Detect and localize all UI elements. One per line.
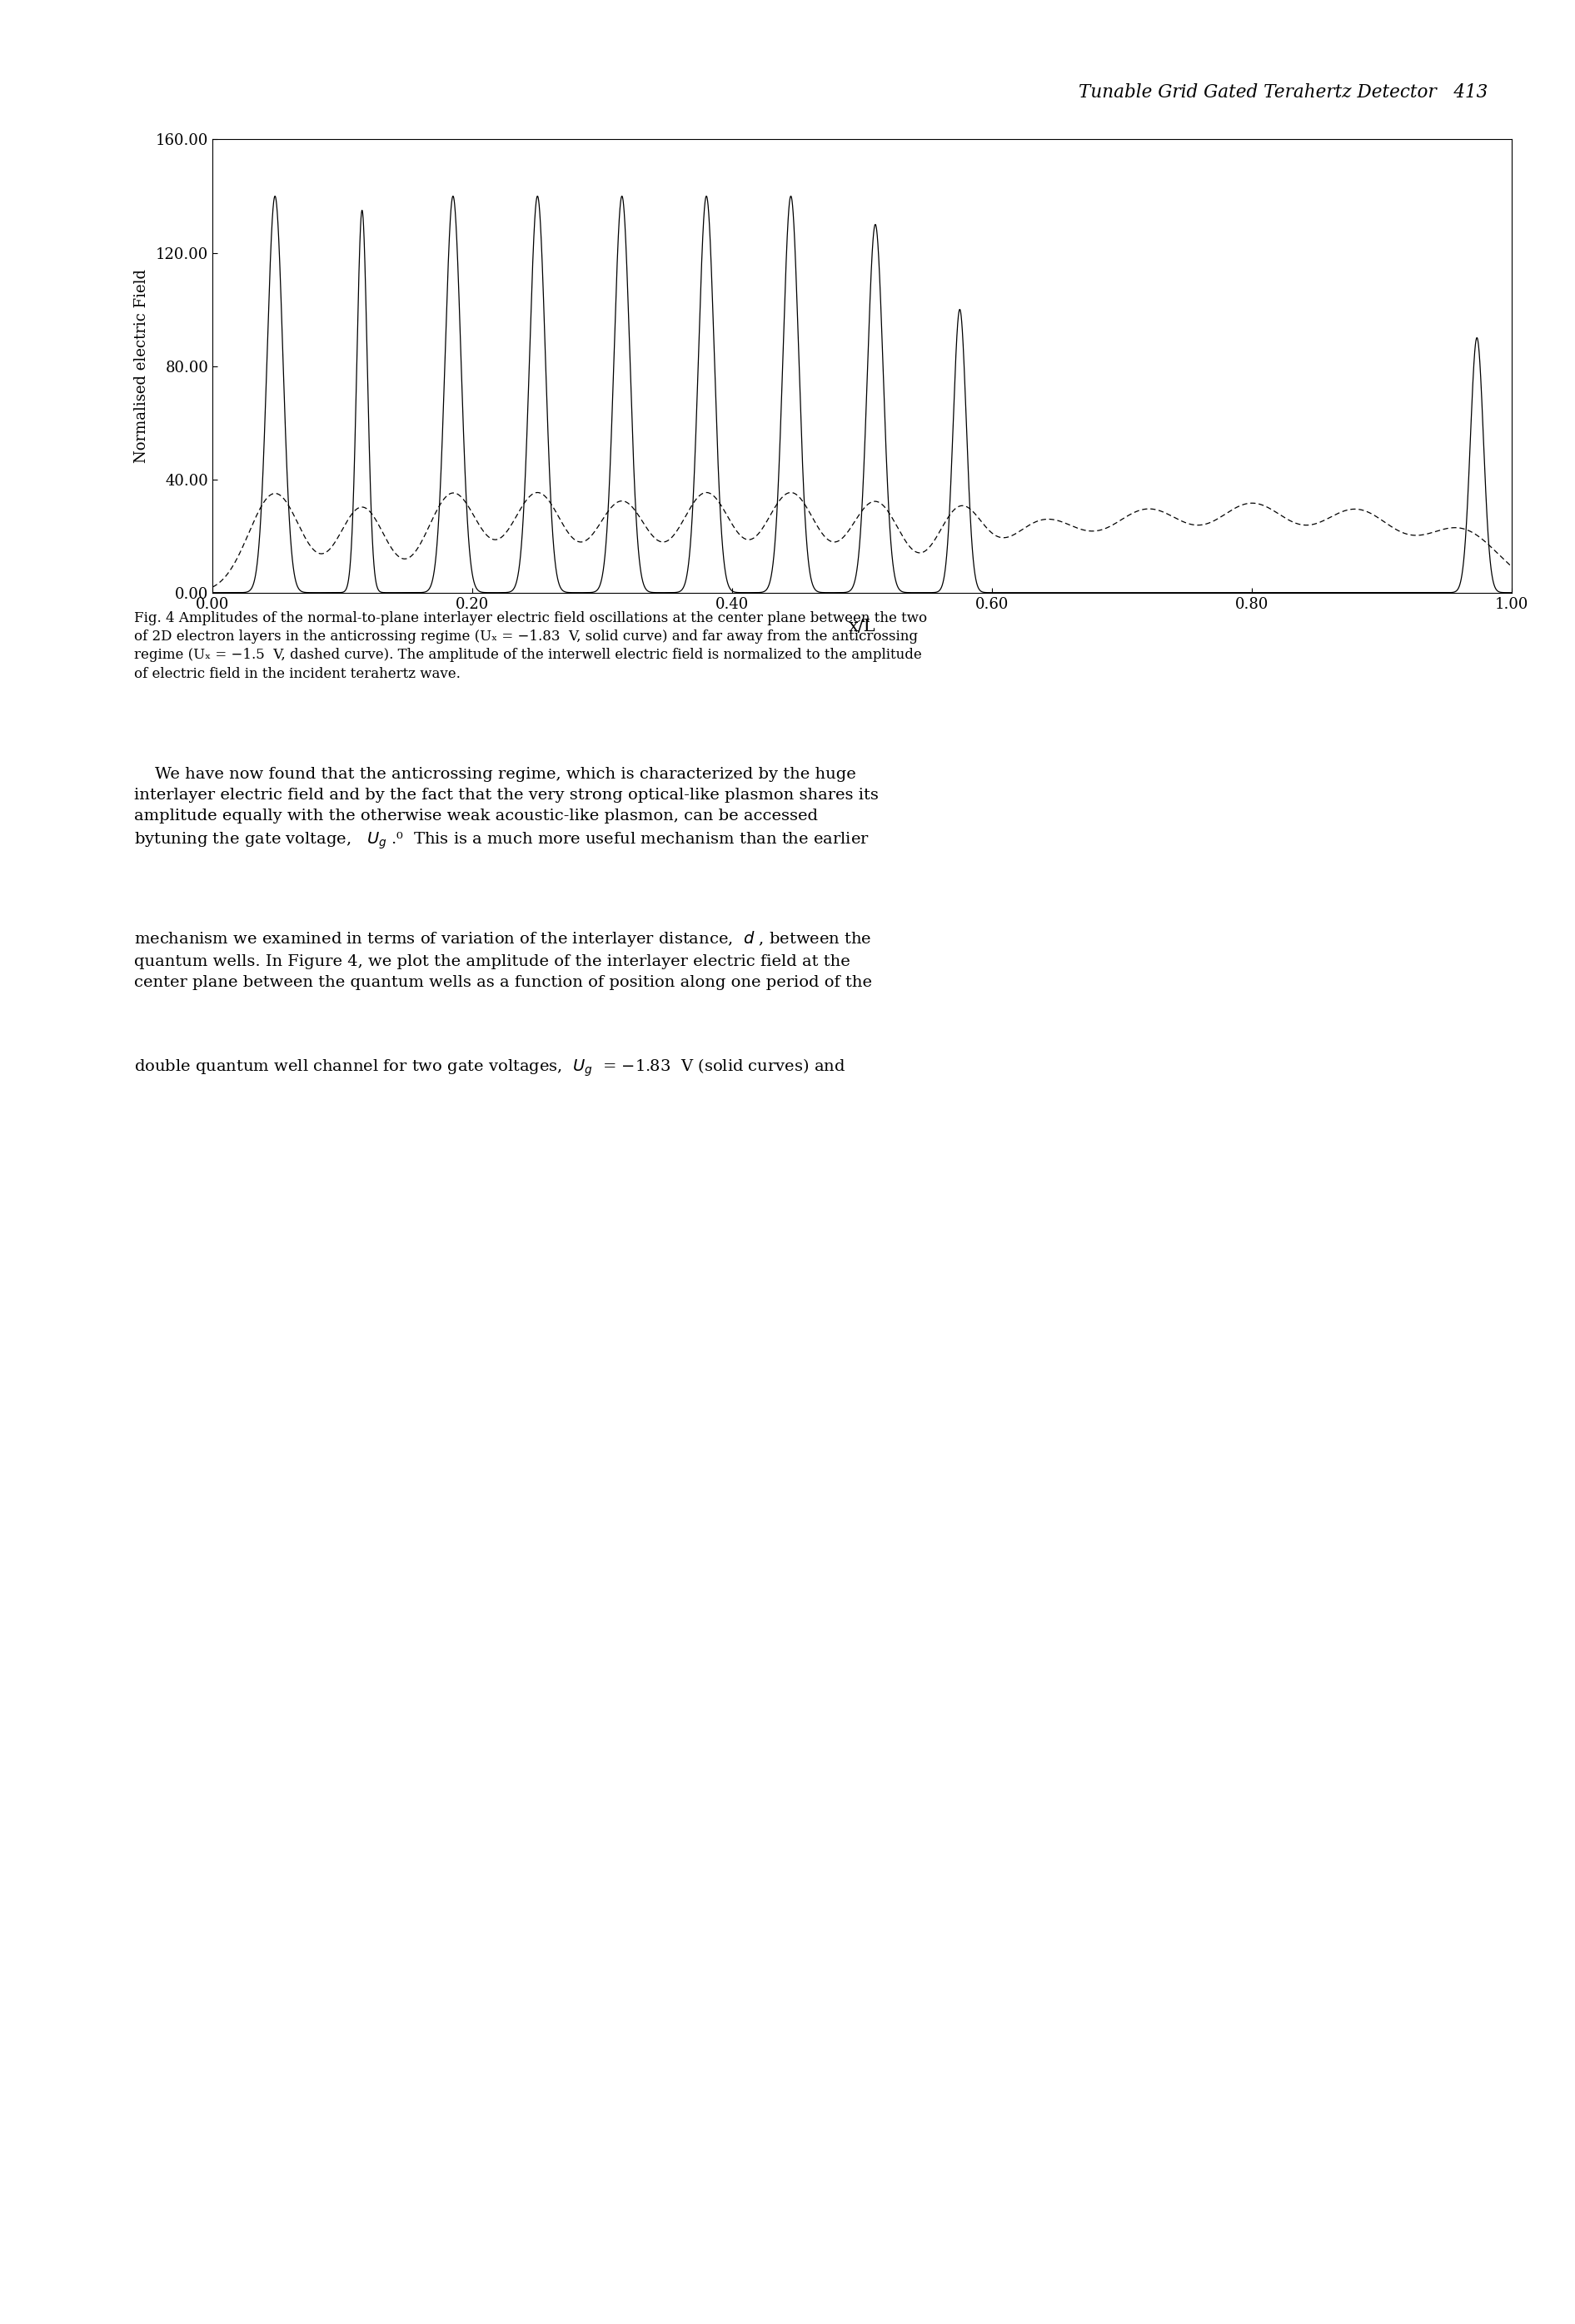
Text: We have now found that the anticrossing regime, which is characterized by the hu: We have now found that the anticrossing … (134, 767, 879, 851)
X-axis label: x/L: x/L (849, 618, 876, 634)
Text: double quantum well channel for two gate voltages,  $U_g$  = −1.83  V (solid cur: double quantum well channel for two gate… (134, 1057, 846, 1078)
Text: Fig. 4 Amplitudes of the normal-to-plane interlayer electric field oscillations : Fig. 4 Amplitudes of the normal-to-plane… (134, 611, 928, 681)
Y-axis label: Normalised electric Field: Normalised electric Field (134, 270, 150, 462)
Text: Tunable Grid Gated Terahertz Detector   413: Tunable Grid Gated Terahertz Detector 41… (1079, 84, 1488, 102)
Text: mechanism we examined in terms of variation of the interlayer distance,  $d$ , b: mechanism we examined in terms of variat… (134, 930, 873, 990)
